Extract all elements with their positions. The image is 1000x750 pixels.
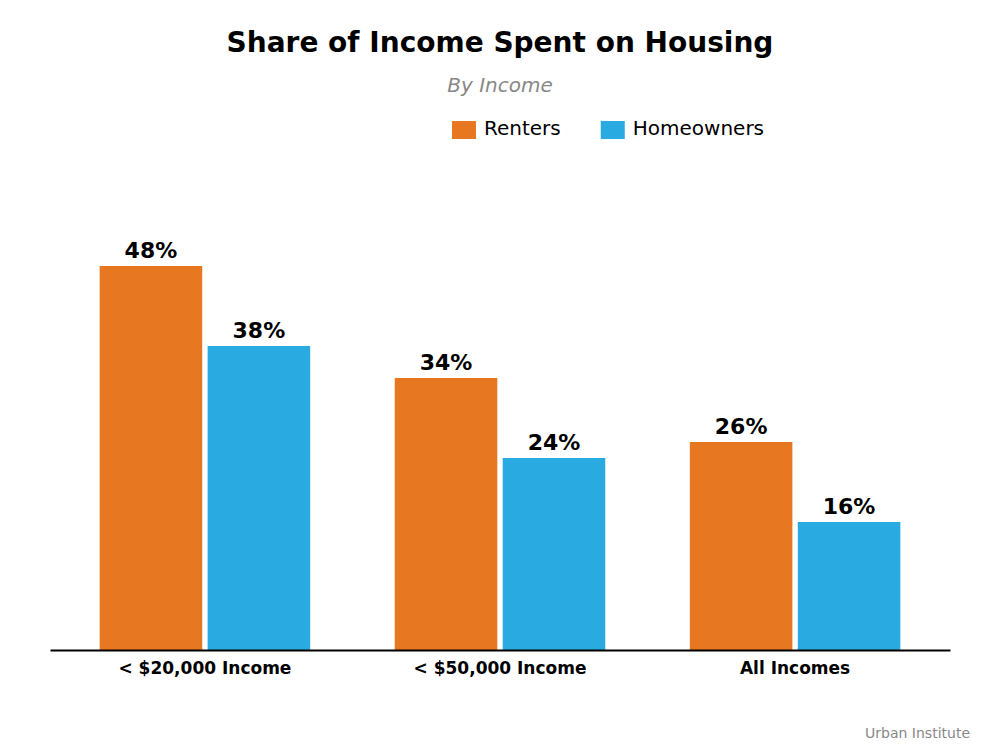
legend-item: Renters [452,116,561,140]
x-tick: All Incomes [740,658,850,678]
x-axis: < $20,000 Income < $50,000 Income All Inco… [51,651,951,679]
plot: 48% 34% 26% 38% 24% 16% < $20,000 Income < $50,… [51,238,951,678]
legend-swatch [452,121,476,139]
x-tick-label: All Incomes [740,658,850,678]
legend-label: Homeowners [633,116,764,140]
bar [503,458,606,650]
bar [690,442,793,650]
x-tick-label: < $20,000 Income [118,658,291,678]
data-labels: 48% 34% 26% 38% 24% 16% [125,238,876,519]
x-axis-line [51,650,951,652]
legend-label: Renters [484,116,561,140]
x-tick: < $50,000 Income [414,658,587,678]
data-label: 48% [125,238,178,263]
x-tick-label: < $50,000 Income [414,658,587,678]
data-label: 24% [528,430,581,455]
chart: Share of Income Spent on Housing By Incom… [0,0,1000,750]
bar [798,522,901,650]
legend: Renters Homeowners [452,116,764,140]
bar [100,266,203,650]
subtitle: By Income [447,73,553,97]
legend-item: Homeowners [601,116,764,140]
data-label: 16% [823,494,876,519]
data-label: 34% [420,350,473,375]
bars [100,266,901,650]
x-tick: < $20,000 Income [118,658,291,678]
data-label: 38% [233,318,286,343]
bar [395,378,498,650]
title: Share of Income Spent on Housing [227,26,774,59]
legend-swatch [601,121,625,139]
data-label: 26% [715,414,768,439]
annotation: Urban Institute [865,725,970,741]
bar [208,346,311,650]
